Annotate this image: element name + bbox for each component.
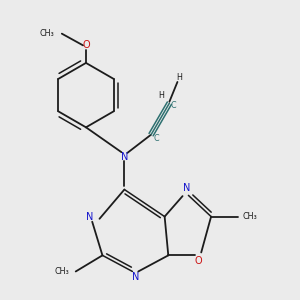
Text: CH₃: CH₃ xyxy=(243,212,258,221)
Text: C: C xyxy=(153,134,159,143)
Text: N: N xyxy=(132,272,140,282)
Text: CH₃: CH₃ xyxy=(40,29,55,38)
Text: CH₃: CH₃ xyxy=(54,267,69,276)
Text: O: O xyxy=(82,40,90,50)
Text: H: H xyxy=(158,92,164,100)
Text: N: N xyxy=(121,152,128,162)
Text: C: C xyxy=(171,100,177,109)
Text: O: O xyxy=(194,256,202,266)
Text: N: N xyxy=(86,212,94,222)
Text: H: H xyxy=(177,73,183,82)
Text: N: N xyxy=(183,183,190,193)
